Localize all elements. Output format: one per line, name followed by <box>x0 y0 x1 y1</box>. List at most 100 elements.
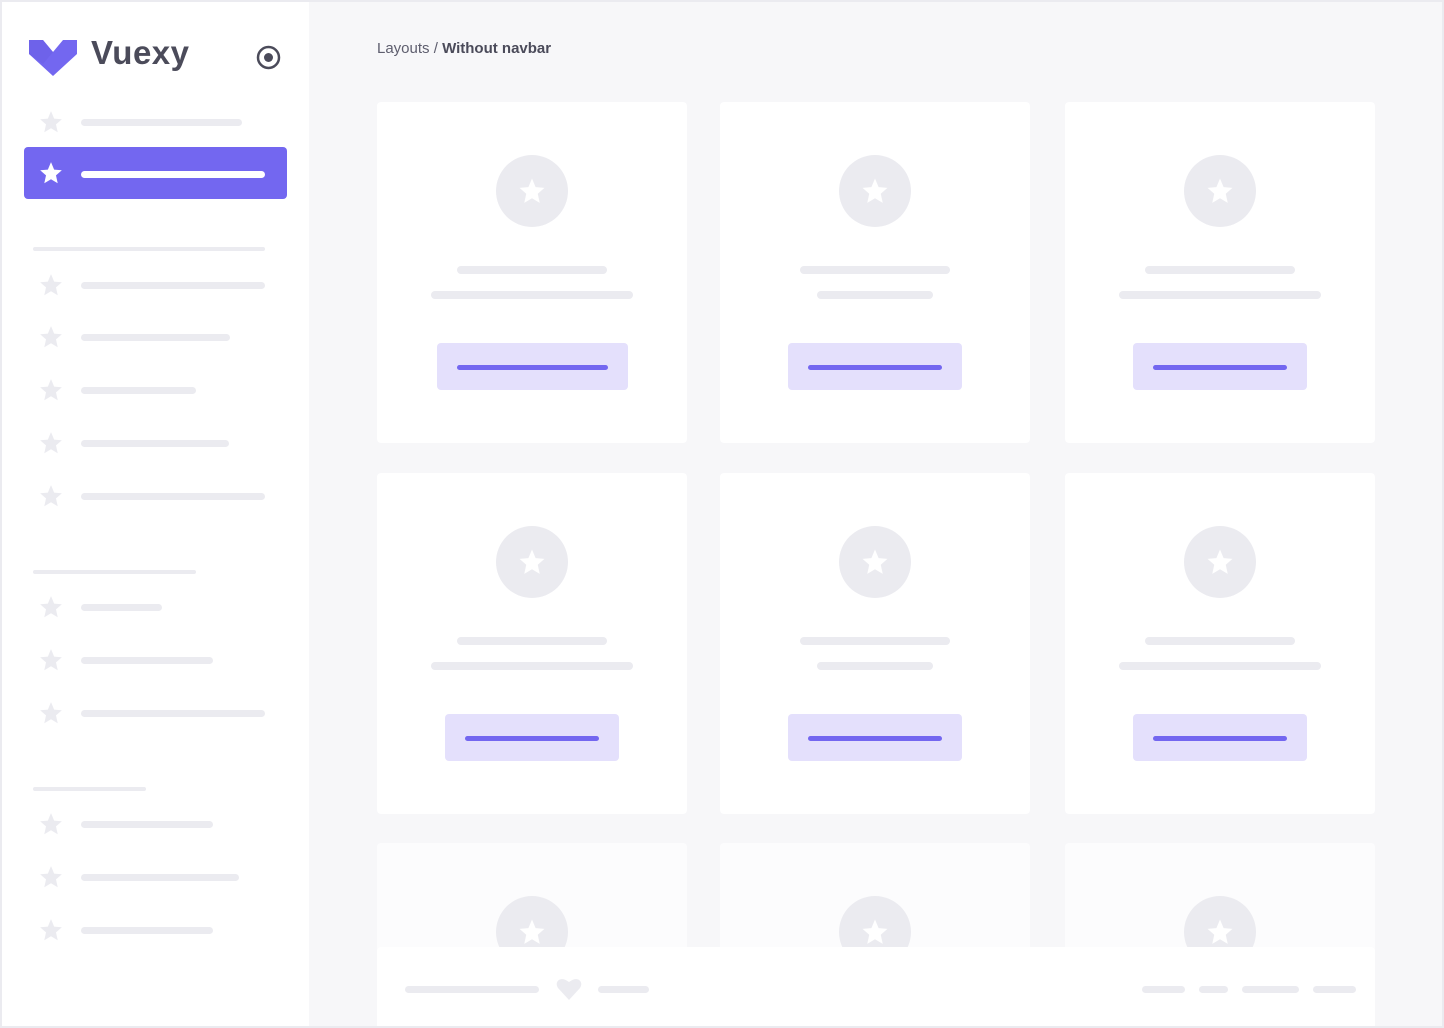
nav-label-placeholder <box>81 657 213 664</box>
star-icon <box>1205 917 1235 947</box>
star-icon <box>860 547 890 577</box>
star-icon <box>38 864 64 890</box>
sidebar-item[interactable] <box>2 374 309 406</box>
nav-label-placeholder <box>81 440 229 447</box>
nav-label-placeholder <box>81 927 213 934</box>
heart-icon <box>556 979 582 1000</box>
sidebar-item-active[interactable] <box>24 147 287 199</box>
button-label-placeholder <box>1153 365 1287 370</box>
card-avatar <box>1184 155 1256 227</box>
card-avatar <box>496 155 568 227</box>
card-avatar <box>1184 526 1256 598</box>
card-text-placeholder <box>1119 291 1321 299</box>
card-title-placeholder <box>457 266 607 274</box>
vuexy-logo <box>29 40 77 76</box>
star-icon <box>38 917 64 943</box>
star-icon <box>38 811 64 837</box>
breadcrumb-separator: / <box>429 40 443 57</box>
sidebar-item[interactable] <box>2 591 309 623</box>
button-label-placeholder <box>465 736 599 741</box>
nav-label-placeholder <box>81 334 230 341</box>
radio-circle-icon[interactable] <box>256 45 281 70</box>
sidebar-item[interactable] <box>2 269 309 301</box>
footer-link[interactable] <box>1242 986 1299 993</box>
breadcrumb-current: Without navbar <box>442 40 552 57</box>
star-icon <box>1205 176 1235 206</box>
card-avatar <box>496 526 568 598</box>
star-icon <box>38 700 64 726</box>
footer <box>377 947 1375 1026</box>
card-button[interactable] <box>445 714 619 761</box>
sidebar-item[interactable] <box>2 427 309 459</box>
card-button[interactable] <box>788 714 962 761</box>
sidebar-item[interactable] <box>2 106 309 138</box>
breadcrumb: Layouts / Without navbar <box>377 40 551 57</box>
card-title-placeholder <box>1145 637 1295 645</box>
card-text-placeholder <box>431 291 633 299</box>
breadcrumb-parent[interactable]: Layouts <box>377 40 430 57</box>
star-icon <box>38 324 64 350</box>
star-icon <box>860 176 890 206</box>
nav-label-placeholder <box>81 171 265 178</box>
card-avatar <box>839 155 911 227</box>
star-icon <box>38 160 64 186</box>
star-icon <box>517 547 547 577</box>
card <box>1065 102 1375 443</box>
card <box>720 473 1030 814</box>
nav-label-placeholder <box>81 604 162 611</box>
card-button[interactable] <box>1133 343 1307 390</box>
card-button[interactable] <box>788 343 962 390</box>
star-icon <box>38 272 64 298</box>
card <box>377 473 687 814</box>
sidebar-item[interactable] <box>2 480 309 512</box>
nav-label-placeholder <box>81 119 242 126</box>
section-divider <box>33 247 265 251</box>
card-title-placeholder <box>800 266 950 274</box>
sidebar-item[interactable] <box>2 644 309 676</box>
card-title-placeholder <box>800 637 950 645</box>
card-text-placeholder <box>817 291 933 299</box>
footer-link[interactable] <box>1142 986 1185 993</box>
footer-link[interactable] <box>1313 986 1356 993</box>
nav-label-placeholder <box>81 493 265 500</box>
card-button[interactable] <box>1133 714 1307 761</box>
brand-name: Vuexy <box>91 34 190 71</box>
card <box>720 102 1030 443</box>
footer-link[interactable] <box>1199 986 1228 993</box>
sidebar-item[interactable] <box>2 321 309 353</box>
button-label-placeholder <box>456 365 608 370</box>
card <box>1065 473 1375 814</box>
section-divider <box>33 570 196 574</box>
sidebar-item[interactable] <box>2 808 309 840</box>
section-divider <box>33 787 146 791</box>
nav-label-placeholder <box>81 874 239 881</box>
star-icon <box>38 483 64 509</box>
card-text-placeholder <box>1119 662 1321 670</box>
sidebar-item[interactable] <box>2 861 309 893</box>
sidebar-item[interactable] <box>2 697 309 729</box>
star-icon <box>38 647 64 673</box>
star-icon <box>38 109 64 135</box>
nav-label-placeholder <box>81 282 265 289</box>
button-label-placeholder <box>808 736 942 741</box>
card-text-placeholder <box>431 662 633 670</box>
card-text-placeholder <box>817 662 933 670</box>
nav-label-placeholder <box>81 710 265 717</box>
button-label-placeholder <box>1153 736 1287 741</box>
card-button[interactable] <box>436 343 628 390</box>
card-title-placeholder <box>457 637 607 645</box>
star-icon <box>38 594 64 620</box>
card <box>377 102 687 443</box>
star-icon <box>860 917 890 947</box>
footer-text-placeholder <box>405 986 539 993</box>
star-icon <box>38 430 64 456</box>
footer-text-placeholder <box>598 986 649 993</box>
card-avatar <box>839 526 911 598</box>
star-icon <box>517 176 547 206</box>
sidebar: Vuexy <box>2 2 309 1026</box>
sidebar-item[interactable] <box>2 914 309 946</box>
nav-label-placeholder <box>81 821 213 828</box>
card-title-placeholder <box>1145 266 1295 274</box>
nav-label-placeholder <box>81 387 196 394</box>
